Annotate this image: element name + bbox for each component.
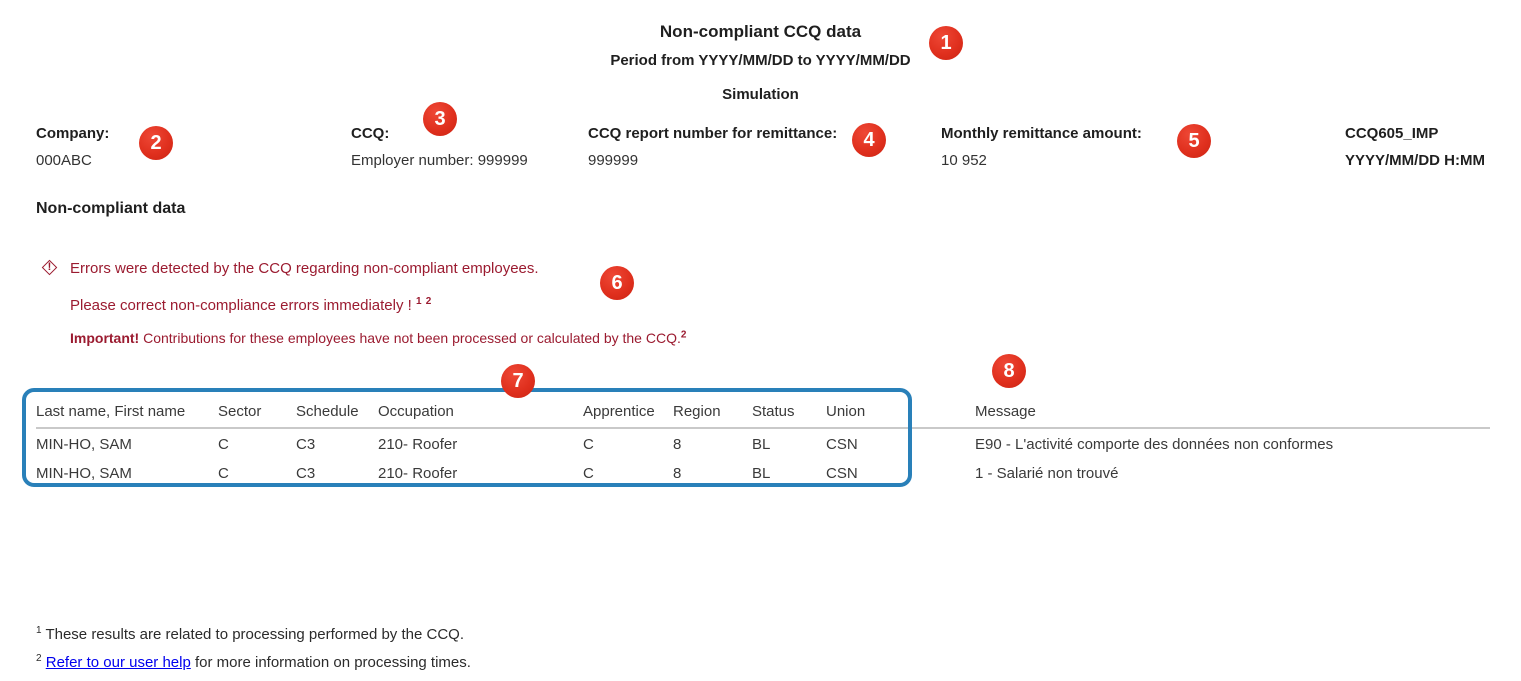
col-header-schedule: Schedule bbox=[296, 400, 378, 429]
table-cell-apprentice: C bbox=[583, 436, 594, 453]
table-cell-sector: C bbox=[218, 465, 229, 482]
table-header-row: Last name, First name Sector Schedule Oc… bbox=[36, 400, 1490, 429]
table-cell-status: BL bbox=[752, 436, 771, 453]
alert-line-3-text: Contributions for these employees have n… bbox=[139, 330, 681, 346]
col-header-message: Message bbox=[975, 400, 1490, 429]
table-cell-region: 8 bbox=[673, 465, 682, 482]
alert-footnote-ref-3: 2 bbox=[680, 329, 687, 341]
warning-exclamation-glyph: ! bbox=[47, 261, 52, 273]
section-title: Non-compliant data bbox=[36, 200, 186, 217]
col-header-sector: Sector bbox=[218, 400, 296, 429]
table-cell-union: CSN bbox=[826, 465, 858, 482]
alert-important-label: Important! bbox=[70, 330, 140, 346]
alert-line-1: Errors were detected by the CCQ regardin… bbox=[70, 260, 539, 277]
table-cell-message: 1 - Salarié non trouvé bbox=[975, 465, 1119, 482]
col-header-region: Region bbox=[673, 400, 752, 429]
col-header-union: Union bbox=[826, 400, 975, 429]
report-mode: Simulation bbox=[722, 86, 799, 103]
alert-footnote-ref-2: 2 bbox=[425, 296, 432, 307]
col-header-apprentice: Apprentice bbox=[583, 400, 673, 429]
report-period: Period from YYYY/MM/DD to YYYY/MM/DD bbox=[610, 52, 911, 69]
col-header-status: Status bbox=[752, 400, 826, 429]
callout-2: 2 bbox=[139, 126, 173, 160]
user-help-link[interactable]: Refer to our user help bbox=[45, 654, 191, 671]
alert-footnote-ref-1: 1 bbox=[415, 296, 422, 307]
document-code: CCQ605_IMP bbox=[1345, 125, 1439, 142]
callout-7: 7 bbox=[501, 364, 535, 398]
company-field: Company: 000ABC bbox=[36, 125, 109, 170]
table-row: MIN-HO, SAM C C3 210- Roofer C 8 BL CSN … bbox=[36, 458, 1490, 487]
company-value: 000ABC bbox=[36, 152, 92, 169]
ccq-label: CCQ: bbox=[351, 125, 390, 142]
footnote-1-text: These results are related to processing … bbox=[41, 626, 464, 643]
footnote-2: 2 Refer to our user help for more inform… bbox=[36, 653, 471, 672]
table-cell-sector: C bbox=[218, 436, 229, 453]
col-header-occupation: Occupation bbox=[378, 400, 583, 429]
document-meta: CCQ605_IMP YYYY/MM/DD H:MM bbox=[1345, 125, 1485, 170]
footnote-2-text: for more information on processing times… bbox=[190, 654, 471, 671]
table-row: MIN-HO, SAM C C3 210- Roofer C 8 BL CSN … bbox=[36, 428, 1490, 458]
table-cell-status: BL bbox=[752, 465, 771, 482]
alert-line-2: Please correct non-compliance errors imm… bbox=[70, 296, 432, 315]
page-title: Non-compliant CCQ data bbox=[659, 22, 862, 41]
table-cell-occupation: 210- Roofer bbox=[378, 465, 458, 482]
callout-1: 1 bbox=[929, 26, 963, 60]
report-number-value: 999999 bbox=[588, 152, 639, 169]
callout-3: 3 bbox=[423, 102, 457, 136]
callout-8: 8 bbox=[992, 354, 1026, 388]
table-cell-apprentice: C bbox=[583, 465, 594, 482]
callout-5: 5 bbox=[1177, 124, 1211, 158]
footnote-1: 1 These results are related to processin… bbox=[36, 625, 464, 644]
table-cell-name: MIN-HO, SAM bbox=[36, 436, 132, 453]
table-cell-message: E90 - L'activité comporte des données no… bbox=[975, 436, 1334, 453]
table-cell-name: MIN-HO, SAM bbox=[36, 465, 132, 482]
monthly-amount-label: Monthly remittance amount: bbox=[941, 125, 1142, 142]
footnote-1-marker: 1 bbox=[36, 625, 42, 636]
non-compliant-table: Last name, First name Sector Schedule Oc… bbox=[36, 400, 1490, 487]
warning-diamond-icon: ! bbox=[41, 259, 58, 276]
alert-line-2-text: Please correct non-compliance errors imm… bbox=[70, 297, 412, 314]
callout-6: 6 bbox=[600, 266, 634, 300]
callout-4: 4 bbox=[852, 123, 886, 157]
document-header: Non-compliant CCQ data Period from YYYY/… bbox=[0, 22, 1521, 105]
ccq-field: CCQ: Employer number: 999999 bbox=[351, 125, 528, 170]
table-cell-region: 8 bbox=[673, 436, 682, 453]
table-cell-schedule: C3 bbox=[296, 465, 316, 482]
report-number-label: CCQ report number for remittance: bbox=[588, 125, 838, 142]
table-cell-schedule: C3 bbox=[296, 436, 316, 453]
monthly-amount-field: Monthly remittance amount: 10 952 bbox=[941, 125, 1142, 170]
col-header-name: Last name, First name bbox=[36, 400, 218, 429]
footnote-2-marker: 2 bbox=[36, 653, 42, 664]
report-number-field: CCQ report number for remittance: 999999 bbox=[588, 125, 837, 170]
alert-line-3: Important! Contributions for these emplo… bbox=[70, 330, 686, 346]
table-cell-union: CSN bbox=[826, 436, 858, 453]
employer-number-value: Employer number: 999999 bbox=[351, 152, 528, 169]
monthly-amount-value: 10 952 bbox=[941, 152, 987, 169]
document-datetime: YYYY/MM/DD H:MM bbox=[1345, 152, 1485, 169]
company-label: Company: bbox=[36, 125, 110, 142]
table-cell-occupation: 210- Roofer bbox=[378, 436, 458, 453]
